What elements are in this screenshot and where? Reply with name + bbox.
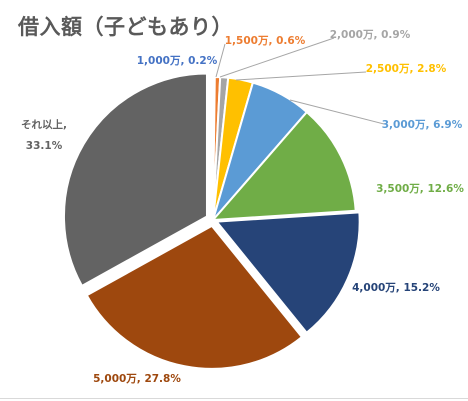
pie-slice-6 xyxy=(210,110,357,222)
data-labels: 1,000万, 0.2% 1,500万, 0.6% 2,000万, 0.9% 2,50… xyxy=(21,29,464,385)
pie-slice-7 xyxy=(214,211,361,335)
leader-line-2 xyxy=(215,43,226,78)
data-label-8: 5,000万, 27.8% xyxy=(93,373,181,385)
data-label-9: それ以上, 33.1% xyxy=(21,118,67,152)
data-label-2: 1,500万, 0.6% xyxy=(225,35,306,47)
pie-slice-8 xyxy=(85,224,304,370)
data-label-5: 3,000万, 6.9% xyxy=(382,119,463,131)
chart-title: 借入額（子どもあり） xyxy=(18,15,233,39)
pie-slice-9 xyxy=(63,72,208,288)
leader-line-5 xyxy=(289,99,385,125)
leader-line-4 xyxy=(235,71,367,81)
data-label-1: 1,000万, 0.2% xyxy=(137,55,218,67)
data-label-6: 3,500万, 12.6% xyxy=(376,183,464,195)
leader-line-3 xyxy=(219,37,335,78)
data-label-7: 4,000万, 15.2% xyxy=(352,282,440,294)
data-label-3: 2,000万, 0.9% xyxy=(330,29,411,41)
data-label-4: 2,500万, 2.8% xyxy=(366,63,447,75)
bottom-divider xyxy=(0,398,468,399)
leader-lines xyxy=(215,37,385,125)
pie-slices xyxy=(63,72,361,370)
